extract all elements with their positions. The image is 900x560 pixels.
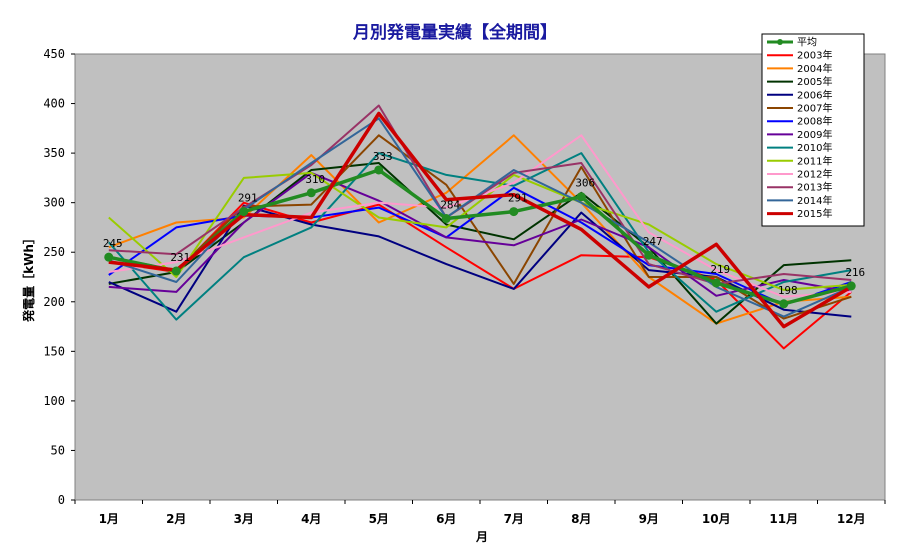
legend-label: 2004年 [797,62,832,75]
avg-point-marker [441,214,451,224]
x-tick-label: 2月 [166,512,186,526]
y-tick-label: 150 [43,344,65,358]
series-line-0 [108,168,852,306]
series-line-9 [108,171,852,291]
legend-label: 平均 [797,37,817,49]
avg-point-marker [306,188,316,198]
y-tick-label: 100 [43,394,65,408]
y-tick-label: 400 [43,97,65,111]
x-tick-label: 10月 [702,512,731,526]
x-tick-label: 4月 [301,512,321,526]
avg-data-label: 216 [845,266,865,279]
avg-point-marker [644,250,654,260]
legend-label: 2006年 [797,88,832,101]
y-tick-label: 200 [43,295,65,309]
series-markers [104,165,856,309]
avg-point-marker [104,252,114,262]
y-tick-label: 350 [43,146,65,160]
x-tick-label: 8月 [571,512,591,526]
y-axis: 0 50 100 150 200 250 300 350 400 450 [43,47,75,507]
legend-label: 2014年 [797,194,832,207]
avg-point-marker [846,281,856,291]
avg-data-label: 284 [440,199,460,212]
legend-box [761,33,865,227]
avg-point-marker [576,192,586,202]
avg-data-label: 310 [305,173,325,186]
x-tick-label: 7月 [504,512,524,526]
avg-data-label: 198 [778,284,798,297]
chart-title: 月別発電量実績【全期間】 [352,22,557,43]
y-tick-label: 250 [43,245,65,259]
series-line-7 [108,171,852,297]
legend-label: 2009年 [797,128,832,141]
legend-label: 2010年 [797,141,832,154]
avg-point-marker [509,207,519,217]
series-line-8 [108,152,852,321]
avg-point-marker [239,207,249,217]
avg-data-label: 291 [508,192,528,205]
avg-data-label: 333 [373,150,393,163]
avg-data-label: 219 [710,263,730,276]
legend-label: 2012年 [797,168,832,181]
x-tick-label: 5月 [369,512,389,526]
avg-point-marker [779,299,789,309]
y-tick-label: 300 [43,196,65,210]
legend-label: 2015年 [797,207,832,220]
series-line-13 [108,111,853,329]
series-lines [108,104,853,350]
y-tick-label: 0 [58,493,65,507]
x-tick-label: 12月 [837,512,866,526]
avg-data-label: 245 [103,237,123,250]
x-tick-label: 1月 [99,512,119,526]
x-tick-label: 9月 [639,512,659,526]
y-axis-title: 発電量［kWh］ [21,232,36,323]
x-axis: 1月 2月 3月 4月 5月 6月 7月 8月 9月 10月 11月 12月 [74,500,886,526]
avg-point-marker [374,165,384,175]
avg-data-label: 291 [238,192,258,205]
x-tick-label: 11月 [769,512,798,526]
legend-label: 2011年 [797,154,832,167]
x-axis-title: 月 [475,530,488,544]
series-line-11 [108,104,852,285]
series-line-3 [108,162,852,325]
legend-label: 2005年 [797,75,832,88]
legend: 平均2003年2004年2005年2006年2007年2008年2009年201… [761,33,865,227]
data-labels: 245 231 291 310 333 284 291 306 247 219 198 216 [103,150,865,297]
avg-point-marker [171,266,181,276]
y-tick-label: 50 [51,443,65,457]
y-tick-label: 450 [43,47,65,61]
legend-label: 2008年 [797,115,832,128]
legend-label: 2007年 [797,102,832,115]
avg-point-marker [711,278,721,288]
legend-marker [777,39,783,45]
legend-label: 2013年 [797,181,832,194]
x-tick-label: 3月 [234,512,254,526]
avg-data-label: 306 [575,177,595,190]
legend-label: 2003年 [797,49,832,62]
series-line-6 [108,186,852,306]
x-tick-label: 6月 [436,512,456,526]
avg-data-label: 231 [170,251,190,264]
avg-data-label: 247 [643,235,663,248]
